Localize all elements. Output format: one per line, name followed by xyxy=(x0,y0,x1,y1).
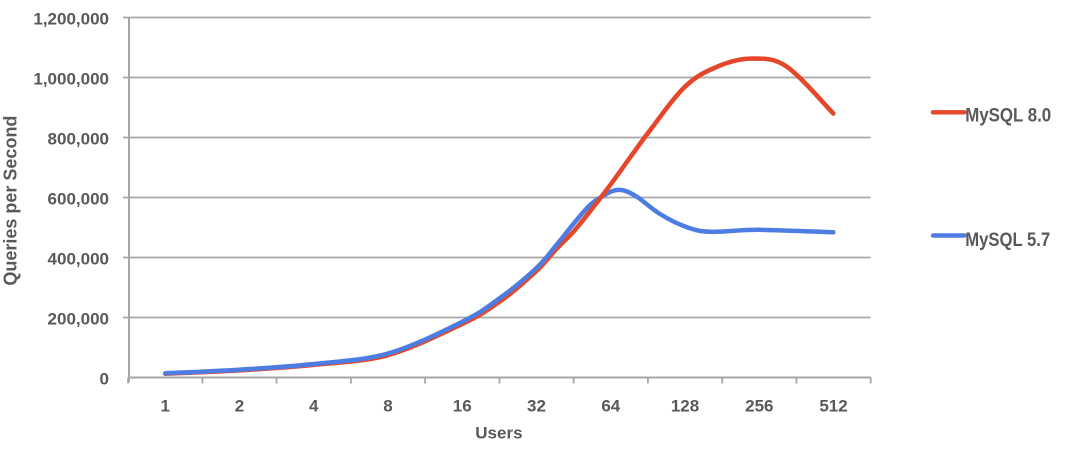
svg-text:0: 0 xyxy=(100,370,109,389)
svg-text:MySQL 8.0: MySQL 8.0 xyxy=(965,105,1051,126)
svg-text:8: 8 xyxy=(383,397,392,416)
svg-text:2: 2 xyxy=(235,397,244,416)
svg-text:600,000: 600,000 xyxy=(48,190,109,209)
svg-text:1,200,000: 1,200,000 xyxy=(33,10,109,29)
svg-text:64: 64 xyxy=(601,397,620,416)
svg-text:32: 32 xyxy=(527,397,546,416)
svg-text:Queries per Second: Queries per Second xyxy=(1,116,21,286)
svg-text:800,000: 800,000 xyxy=(48,130,109,149)
svg-text:4: 4 xyxy=(309,397,319,416)
svg-text:256: 256 xyxy=(745,397,773,416)
svg-text:400,000: 400,000 xyxy=(48,250,109,269)
svg-text:1: 1 xyxy=(160,397,169,416)
svg-text:200,000: 200,000 xyxy=(48,310,109,329)
svg-text:MySQL 5.7: MySQL 5.7 xyxy=(965,230,1050,251)
svg-text:Users: Users xyxy=(475,424,522,443)
svg-text:1,000,000: 1,000,000 xyxy=(33,70,109,89)
svg-text:128: 128 xyxy=(671,397,699,416)
svg-text:512: 512 xyxy=(819,397,847,416)
svg-text:16: 16 xyxy=(453,397,472,416)
